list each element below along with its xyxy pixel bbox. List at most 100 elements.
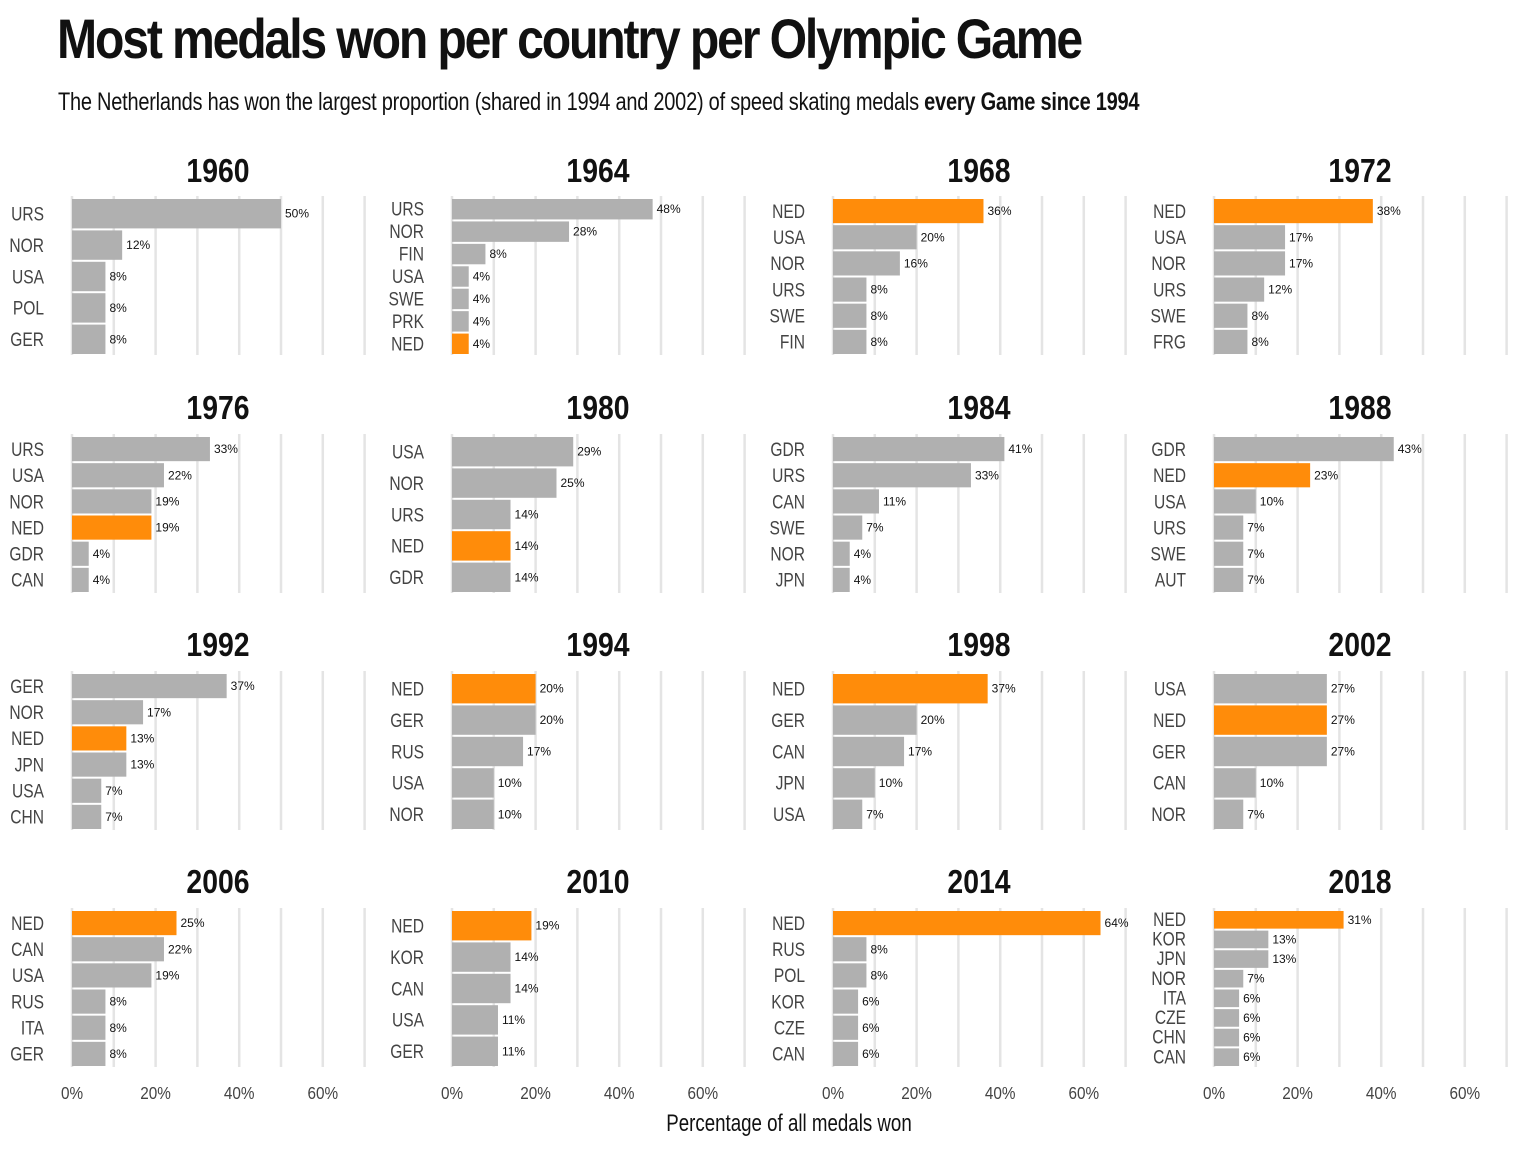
value-label: 23% [1314,468,1338,482]
category-label: NED [391,333,424,355]
category-label: USA [773,804,805,826]
value-label: 10% [879,776,903,790]
x-tick-label: 0% [822,1083,844,1103]
value-label: 48% [657,202,681,216]
bar-nor [833,251,900,276]
bar-gdr [833,437,1005,462]
value-label: 12% [1268,283,1292,297]
category-label: CAN [772,1043,805,1065]
bar-ger [72,324,106,354]
value-label: 19% [155,494,179,508]
bar-ger [72,674,227,699]
bar-usa [72,963,152,988]
bar-ned [72,726,127,751]
value-label: 6% [862,1047,880,1061]
x-tick-label: 40% [604,1083,635,1103]
bar-urs [833,277,867,302]
bar-chn [1214,1028,1240,1047]
category-label: CZE [1155,1007,1186,1029]
category-label: USA [12,465,44,487]
category-label: NOR [770,543,805,565]
category-label: CAN [1153,1046,1186,1068]
bar-ned [452,333,469,354]
category-label: ITA [1163,987,1186,1009]
value-label: 14% [515,982,539,996]
value-label: 11% [502,1013,525,1027]
bar-ned [452,531,511,561]
category-label: CAN [391,978,424,1000]
category-label: USA [392,441,424,463]
value-label: 4% [854,547,872,561]
category-label: RUS [11,991,44,1013]
bar-swe [1214,303,1248,328]
category-label: NED [391,535,424,557]
category-label: USA [1154,678,1186,700]
category-label: NED [391,915,424,937]
value-label: 36% [987,204,1011,218]
bar-pol [72,293,106,323]
bar-jpn [833,768,875,798]
category-label: URS [391,198,424,220]
bar-urs [1214,515,1244,540]
bar-urs [833,463,971,488]
bar-nor [452,468,557,498]
panel-1988: 1988 GDR 43% NED 23% USA 10% URS 7% SWE 7% AUT 7% [1151,389,1508,593]
value-label: 8% [489,247,507,261]
bar-can [833,736,905,767]
value-label: 14% [515,950,539,964]
bar-nor [1214,799,1244,829]
value-label: 19% [535,919,559,933]
bar-gdr [72,541,89,566]
category-label: JPN [776,772,805,794]
bar-ned [1214,463,1311,488]
category-label: URS [772,465,805,487]
bar-ned [72,911,177,936]
bar-can [1214,768,1256,798]
value-label: 19% [155,968,179,982]
category-label: CAN [772,741,805,763]
value-label: 7% [1247,547,1265,561]
bar-can [833,1041,859,1066]
bar-ned [833,674,988,704]
panel-title: 1960 [186,152,249,190]
value-label: 37% [231,679,255,693]
panel-title: 1976 [186,389,249,427]
category-label: JPN [1157,948,1186,970]
value-label: 7% [1247,807,1265,821]
bar-nor [72,700,144,725]
value-label: 43% [1398,442,1422,456]
bar-prk [452,311,469,332]
value-label: 17% [527,745,551,759]
value-label: 6% [1243,1011,1261,1025]
value-label: 7% [105,784,123,798]
value-label: 20% [540,682,564,696]
bar-frg [1214,329,1248,354]
bar-gdr [1214,437,1394,462]
panel-1972: 1972 NED 38% USA 17% NOR 17% URS 12% SWE 8% FRG 8% [1151,152,1508,355]
bar-cze [833,1015,859,1040]
value-label: 4% [473,270,491,284]
category-label: NED [11,912,44,934]
value-label: 41% [1008,442,1032,456]
category-label: USA [1154,491,1186,513]
category-label: CAN [11,939,44,961]
bar-nor [72,230,123,260]
category-label: GER [10,675,44,697]
category-label: NOR [389,804,424,826]
category-label: NOR [1151,253,1186,275]
panel-title: 1994 [566,626,629,664]
panel-2006: 2006 NED 25% CAN 22% USA 19% RUS 8% ITA 8% GER 8% [10,863,366,1067]
panel-2002: 2002 USA 27% NED 27% GER 27% CAN 10% NOR 7% [1151,626,1508,830]
value-label: 8% [109,1047,127,1061]
value-label: 8% [870,309,888,323]
bar-usa [72,463,164,488]
category-label: GER [390,1041,424,1063]
category-label: FIN [780,331,805,353]
bar-ita [72,1015,106,1040]
bar-swe [833,515,863,540]
value-label: 29% [577,445,601,459]
x-tick-label: 60% [1450,1083,1481,1103]
value-label: 17% [1289,230,1313,244]
category-label: NED [772,912,805,934]
